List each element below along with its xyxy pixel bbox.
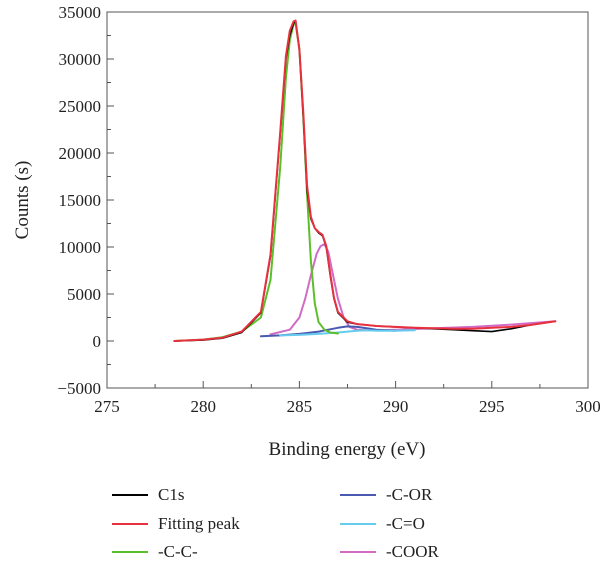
y-tick-label: 25000 — [59, 97, 102, 116]
x-tick-label: 295 — [479, 397, 505, 416]
legend: C1s Fitting peak -C-C- -C-OR -C=O -COOR — [112, 485, 440, 561]
series-line-2 — [173, 22, 339, 342]
legend-label: -C-OR — [386, 485, 433, 504]
legend-label: -C=O — [386, 514, 425, 533]
series-layer — [173, 19, 557, 342]
y-tick-label: 35000 — [59, 3, 102, 22]
tick-labels: 275 280 285 290 295 300 −5000 0 5000 10000 15000 20… — [57, 3, 600, 416]
x-tick-label: 285 — [287, 397, 313, 416]
x-tick-label: 290 — [383, 397, 409, 416]
x-tick-label: 280 — [190, 397, 216, 416]
y-axis-label: Counts (s) — [12, 161, 33, 240]
y-tick-label: 10000 — [59, 238, 102, 257]
y-tick-label: 30000 — [59, 50, 102, 69]
x-tick-label: 275 — [94, 397, 120, 416]
series-line-0 — [173, 20, 557, 342]
x-tick-label: 300 — [575, 397, 600, 416]
y-tick-label: 20000 — [59, 144, 102, 163]
y-tick-label: −5000 — [57, 379, 101, 398]
legend-label: -C-C- — [158, 542, 198, 561]
y-tick-label: 0 — [93, 332, 102, 351]
series-line-4 — [279, 329, 416, 337]
y-tick-label: 5000 — [67, 285, 101, 304]
y-tick-label: 15000 — [59, 191, 102, 210]
legend-label: -COOR — [386, 542, 440, 561]
legend-label: C1s — [158, 485, 184, 504]
x-axis-label: Binding energy (eV) — [269, 439, 426, 460]
axis-ticks — [106, 11, 589, 389]
series-line-1 — [173, 19, 557, 342]
legend-label: Fitting peak — [158, 514, 240, 533]
